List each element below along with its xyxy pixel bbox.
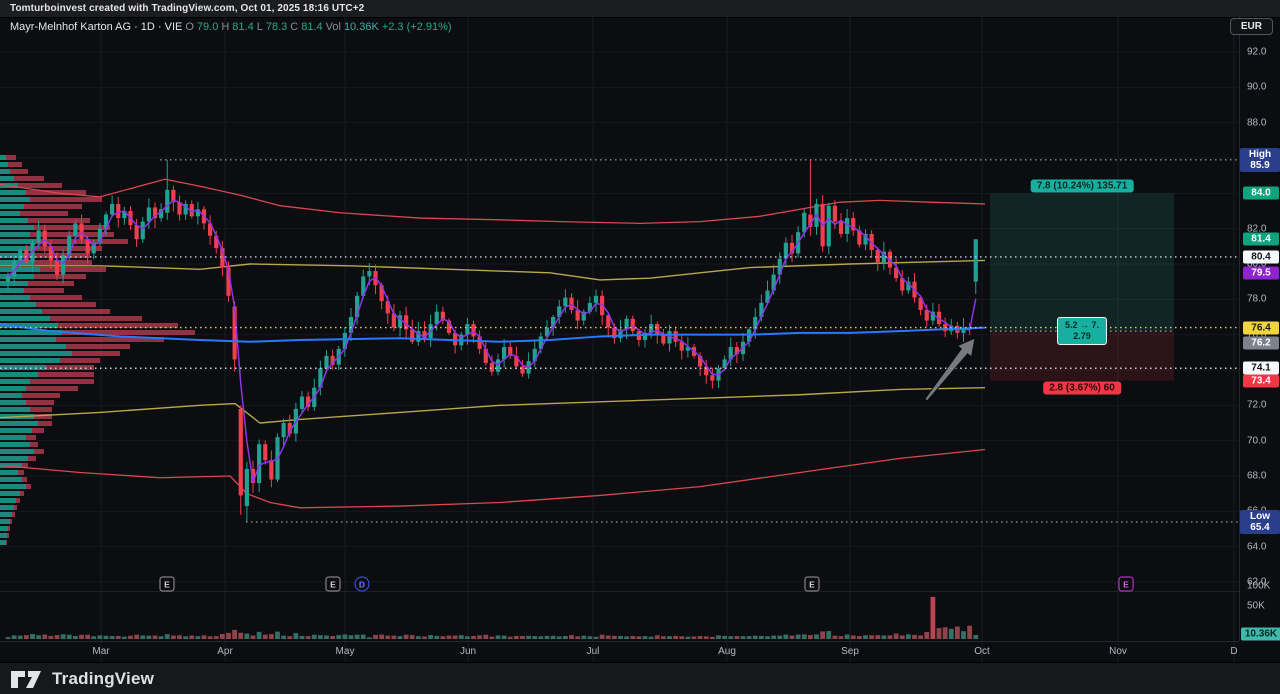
position-profit-label[interactable]: 7.8 (10.24%) 135.71 xyxy=(1030,179,1134,193)
month-label-Sep: Sep xyxy=(841,646,859,657)
earnings-marker[interactable]: E xyxy=(325,576,341,592)
price-tick: 72.0 xyxy=(1247,399,1267,411)
earnings-marker[interactable]: E xyxy=(1118,576,1134,592)
legend-segment: Vol xyxy=(325,21,341,33)
price-tick: 92.0 xyxy=(1247,46,1267,58)
legend-segment: 10.36K xyxy=(343,21,379,33)
month-label-May: May xyxy=(335,646,355,657)
price-badge-74.1: 74.1 xyxy=(1243,361,1279,375)
legend-segment: H xyxy=(221,21,230,33)
earnings-marker[interactable]: E xyxy=(804,576,820,592)
position-rr-value: 2.79 xyxy=(1073,331,1091,342)
volume-badge: 10.36K xyxy=(1241,627,1280,641)
footer-bar: TradingView xyxy=(0,662,1280,694)
price-badge-73.4: 73.4 xyxy=(1243,374,1279,388)
time-axis[interactable]: Mar Apr May Jun Jul Aug Sep Oct Nov D xyxy=(0,641,1239,663)
price-tick: 68.0 xyxy=(1247,470,1267,482)
month-label-Apr: Apr xyxy=(217,646,233,657)
position-riskreward-label[interactable]: 5.2 → 7. 2.79 xyxy=(1056,317,1108,346)
currency-button[interactable]: EUR xyxy=(1229,18,1273,35)
price-badge-81.4: 81.4 xyxy=(1243,232,1279,246)
attribution-text: Tomturboinvest created with TradingView.… xyxy=(10,3,365,14)
volume-tick: 100K xyxy=(1247,580,1271,592)
month-label-Nov: Nov xyxy=(1109,646,1127,657)
price-badge-85.9: High 85.9 xyxy=(1240,147,1280,172)
chart-canvas[interactable] xyxy=(0,0,1239,662)
price-tick: 64.0 xyxy=(1247,541,1267,553)
legend-segment: Mayr-Melnhof Karton AG xyxy=(10,21,132,33)
price-badge-79.5: 79.5 xyxy=(1243,266,1279,280)
chart-legend[interactable]: Mayr-Melnhof Karton AG · 1D · VIE O 79.0 H 81… xyxy=(10,21,455,33)
price-badge-80.4: 80.4 xyxy=(1243,250,1279,264)
legend-segment: · 1D · VIE xyxy=(134,21,183,33)
price-tick: 62.0 xyxy=(1247,576,1267,588)
price-tick: 76.0 xyxy=(1247,329,1267,341)
price-badge-65.4: Low 65.4 xyxy=(1240,509,1280,534)
price-badge-76.2: 76.2 xyxy=(1243,336,1279,350)
position-stop-label[interactable]: 2.8 (3.67%) 60 xyxy=(1043,381,1121,395)
legend-segment: L xyxy=(256,21,263,33)
price-badge-84.0: 84.0 xyxy=(1243,186,1279,200)
tradingview-logo-icon[interactable] xyxy=(10,668,44,690)
position-qty-text: 5.2 → 7. xyxy=(1064,320,1100,331)
month-label-Jul: Jul xyxy=(586,646,600,657)
month-label-Mar: Mar xyxy=(92,646,110,657)
legend-segment: O xyxy=(185,21,194,33)
price-tick: 88.0 xyxy=(1247,117,1267,129)
tradingview-logo-text[interactable]: TradingView xyxy=(52,669,155,688)
month-label-D: D xyxy=(1230,646,1238,657)
earnings-marker[interactable]: E xyxy=(159,576,175,592)
attribution-bar: Tomturboinvest created with TradingView.… xyxy=(0,0,1280,18)
legend-segment: 79.0 xyxy=(196,21,219,33)
month-label-Jun: Jun xyxy=(459,646,477,657)
volume-tick: 50K xyxy=(1247,600,1265,611)
month-label-Aug: Aug xyxy=(718,646,736,657)
legend-segment: C xyxy=(290,21,299,33)
price-badge-76.4: 76.4 xyxy=(1243,321,1279,335)
month-label-Oct: Oct xyxy=(974,646,990,657)
price-tick: 70.0 xyxy=(1247,435,1267,447)
price-tick: 90.0 xyxy=(1247,81,1267,93)
price-tick: 78.0 xyxy=(1247,293,1267,305)
price-axis[interactable]: 92.090.088.086.084.082.080.078.076.074.0… xyxy=(1239,17,1280,641)
price-tick: 82.0 xyxy=(1247,223,1267,235)
legend-segment: 81.4 xyxy=(301,21,323,33)
legend-segment: 78.3 xyxy=(265,21,288,33)
legend-segment: 81.4 xyxy=(232,21,254,33)
legend-segment: +2.3 (+2.91%) xyxy=(381,21,452,33)
dividend-marker[interactable]: D xyxy=(354,576,370,592)
price-tick: 80.0 xyxy=(1247,258,1267,270)
